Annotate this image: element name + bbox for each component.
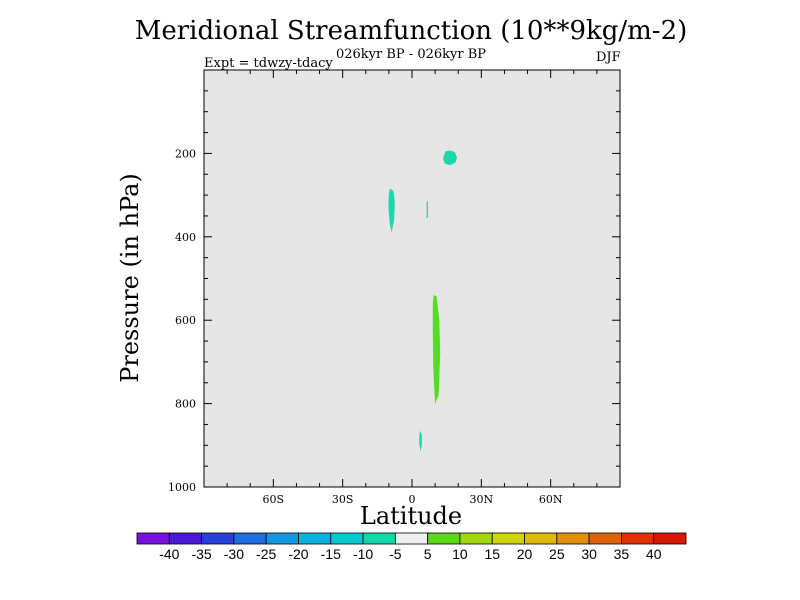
x-tick-label: 60N [539,493,563,506]
colorbar-label: -40 [159,546,179,562]
season-label: DJF [596,50,621,65]
colorbar-box [298,532,332,545]
colorbar-box [168,532,202,545]
x-tick-label: 0 [409,493,416,506]
colorbar-box [362,532,396,545]
colorbar-label: 25 [549,546,565,562]
colorbar-label: -15 [321,546,341,562]
colorbar-label: 40 [646,546,662,562]
colorbar-box [394,532,429,545]
y-tick-label: 200 [175,147,196,160]
colorbar-box [621,532,655,545]
contour-region-blob-green [432,295,441,404]
plot-background [204,70,620,487]
chart-subtitle: 026kyr BP - 026kyr BP [335,47,487,62]
colorbar-box [201,532,235,545]
colorbar-box [588,532,622,545]
y-tick-label: 400 [175,231,196,244]
colorbar-box [265,532,299,545]
colorbar-label: -30 [224,546,244,562]
colorbar-label: 10 [452,546,468,562]
colorbar-box [330,532,364,545]
colorbar-box [427,532,461,545]
colorbar-label: 5 [424,546,432,562]
x-tick-label: 30S [332,493,354,506]
colorbar-box [491,532,525,545]
colorbar-label: -20 [288,546,308,562]
contour-region-blob-left [388,188,395,233]
contour-region-blob-upper-right [443,150,458,166]
colorbar-box [524,532,558,545]
y-tick-label: 1000 [168,481,196,494]
colorbar-label: -10 [353,546,373,562]
colorbar-label: 15 [484,546,500,562]
chart-title: Meridional Streamfunction (10**9kg/m-2) [134,16,688,46]
colorbar-box [556,532,590,545]
colorbar-label: -35 [191,546,211,562]
x-axis-label: Latitude [359,502,463,530]
colorbar-label: 30 [581,546,597,562]
contour-region-blob-thin [426,201,428,218]
colorbar-label: 20 [517,546,533,562]
colorbar-box [136,532,170,545]
colorbar-label: -25 [256,546,276,562]
x-tick-label: 30N [470,493,494,506]
colorbar-label: -5 [389,546,402,562]
colorbar-label: 35 [614,546,630,562]
experiment-label: Expt = tdwzy-tdacy [204,56,333,71]
x-tick-label: 60S [263,493,285,506]
colorbar-box [233,532,267,545]
colorbar-box [459,532,493,545]
colorbar-box [653,532,687,545]
contour-region-blob-bottom [419,430,422,452]
y-tick-label: 800 [175,398,196,411]
y-tick-label: 600 [175,314,196,327]
